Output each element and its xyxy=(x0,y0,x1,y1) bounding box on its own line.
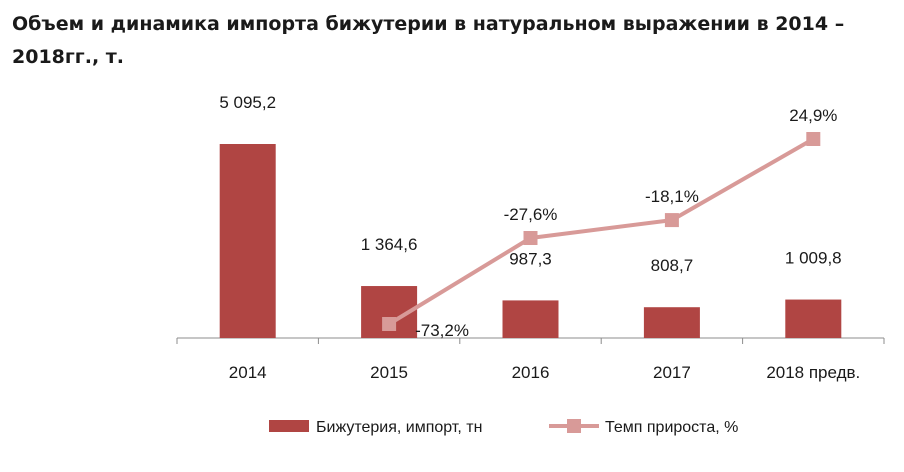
growth-rate-marker xyxy=(523,231,538,246)
line-series: -73,2% -27,6% -18,1% 24,9% xyxy=(382,106,837,340)
bar-data-label: 5 095,2 xyxy=(219,93,276,112)
x-axis-tick-labels: 2014 2015 2016 2017 2018 предв. xyxy=(229,363,860,382)
bar-2016 xyxy=(502,300,559,338)
x-tick-label: 2017 xyxy=(653,363,691,382)
x-axis-ticks xyxy=(176,338,885,344)
growth-rate-marker xyxy=(806,132,821,146)
chart-title: Объем и динамика импорта бижутерии в нат… xyxy=(12,13,845,68)
bar-data-label: 808,7 xyxy=(651,256,694,275)
legend-bar-swatch xyxy=(269,420,309,432)
legend-bar-label: Бижутерия, импорт, тн xyxy=(316,419,482,436)
x-tick-label: 2015 xyxy=(370,363,408,382)
bar-2014 xyxy=(219,144,276,338)
bar-2017 xyxy=(643,307,700,338)
growth-rate-marker xyxy=(664,213,679,228)
legend-line-label: Темп прироста, % xyxy=(605,419,738,436)
growth-rate-line xyxy=(388,137,815,326)
x-tick-label: 2018 предв. xyxy=(766,363,860,382)
x-tick-label: 2014 xyxy=(229,363,267,382)
growth-rate-label: 24,9% xyxy=(789,106,837,125)
bar-data-label: 1 364,6 xyxy=(361,235,418,254)
growth-rate-marker xyxy=(382,317,397,331)
bar-2018 предв. xyxy=(785,299,842,338)
x-tick-label: 2016 xyxy=(512,363,550,382)
legend-line-marker xyxy=(567,419,581,433)
bar-data-label: 987,3 xyxy=(509,249,552,268)
growth-rate-label: -27,6% xyxy=(504,205,558,224)
legend: Бижутерия, импорт, тн Темп прироста, % xyxy=(269,419,738,436)
growth-rate-label: -73,2% xyxy=(415,321,469,340)
bar-data-label: 1 009,8 xyxy=(785,249,842,268)
growth-rate-label: -18,1% xyxy=(645,187,699,206)
